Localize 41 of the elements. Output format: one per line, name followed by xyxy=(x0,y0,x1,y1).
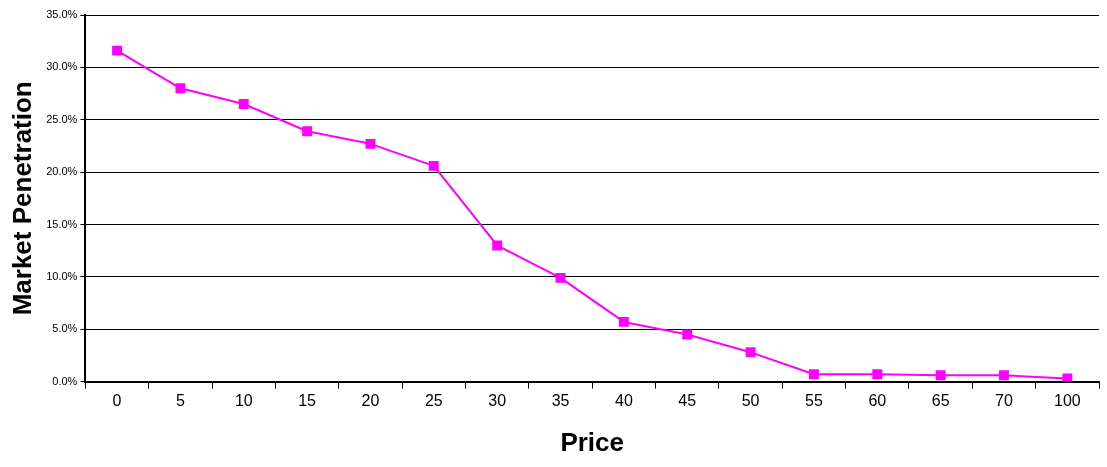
y-tick-label: 5.0% xyxy=(52,322,78,335)
y-tick-label: 0.0% xyxy=(52,374,78,387)
point xyxy=(492,240,503,251)
x-tick-label: 15 xyxy=(298,391,317,409)
x-tick-label: 60 xyxy=(868,391,887,409)
x-tick-label: 0 xyxy=(112,391,122,409)
x-tick-label: 25 xyxy=(424,391,443,409)
point xyxy=(428,160,439,171)
x-tick-label: 40 xyxy=(614,391,633,409)
x-tick-label: 100 xyxy=(1053,391,1081,409)
point xyxy=(175,83,186,94)
x-tick-label: 70 xyxy=(995,391,1013,409)
x-tick-label: 65 xyxy=(931,391,950,409)
x-tick-label: 50 xyxy=(741,391,760,409)
point xyxy=(618,316,629,327)
point xyxy=(872,369,883,380)
x-axis-title: Price xyxy=(560,426,624,457)
y-tick-label: 20.0% xyxy=(46,165,78,178)
y-axis-title: Market Penetration xyxy=(6,81,37,316)
y-tick-label: 35.0% xyxy=(46,8,78,21)
y-tick-label: 30.0% xyxy=(46,60,78,73)
point xyxy=(808,369,819,380)
point xyxy=(302,126,313,137)
point xyxy=(682,329,693,340)
point xyxy=(999,370,1009,381)
x-tick-label: 35 xyxy=(551,391,570,409)
point xyxy=(935,370,946,381)
x-tick-label: 5 xyxy=(175,391,185,409)
point xyxy=(112,45,123,56)
x-tick-label: 45 xyxy=(678,391,697,409)
y-tick-label: 25.0% xyxy=(46,112,78,125)
y-tick-label: 15.0% xyxy=(46,217,78,230)
point xyxy=(238,99,249,109)
y-tick-label: 10.0% xyxy=(46,269,78,282)
x-tick-label: 20 xyxy=(361,391,380,409)
point xyxy=(365,138,376,149)
x-tick-label: 30 xyxy=(488,391,507,409)
x-tick-label: 55 xyxy=(805,391,823,409)
x-tick-label: 10 xyxy=(234,391,253,409)
point xyxy=(745,347,756,358)
point xyxy=(555,272,566,283)
